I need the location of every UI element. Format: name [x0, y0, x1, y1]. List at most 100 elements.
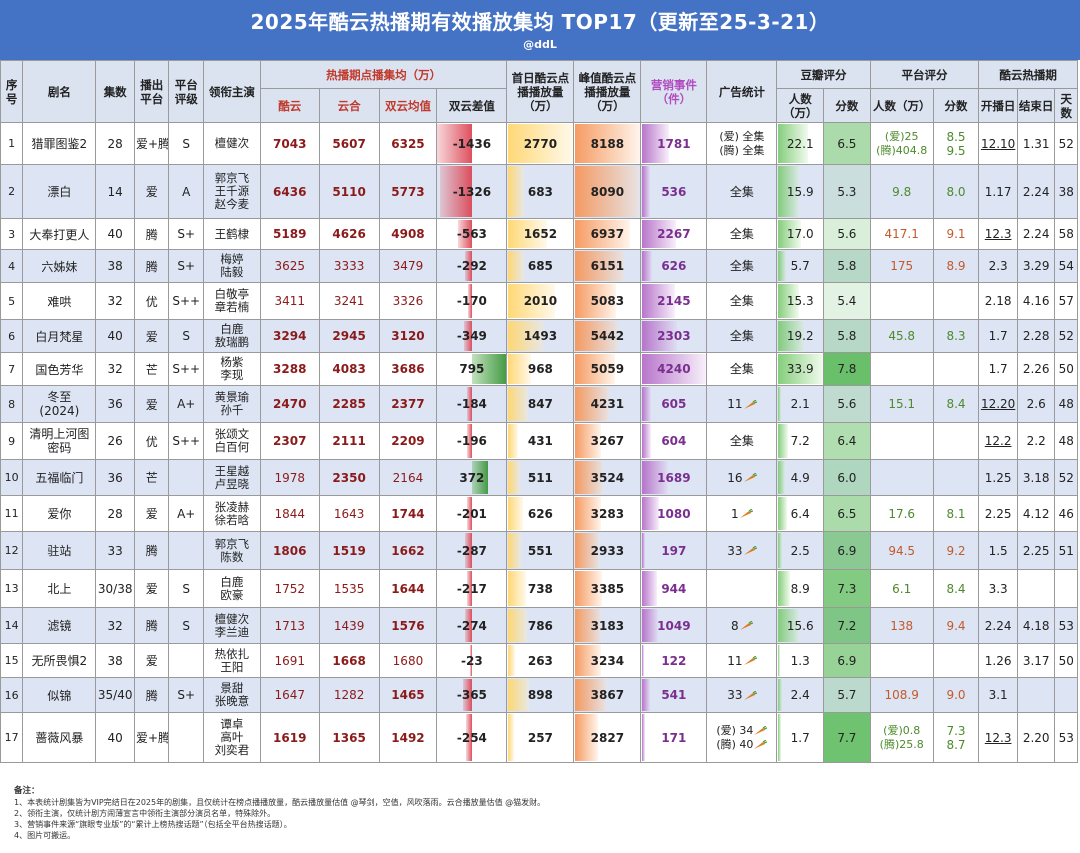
douban-people-value: 15.3	[786, 294, 814, 308]
cell-yunhe: 4083	[318, 352, 380, 386]
douban-people-bar	[778, 166, 800, 217]
cell-episodes: 36	[95, 385, 135, 423]
cell-first-day: 2010	[506, 282, 575, 320]
douban-score-fill	[824, 165, 870, 218]
platform-value: 优	[145, 434, 158, 449]
douban-people-bar	[778, 497, 787, 530]
plat-people-line: 138	[890, 618, 914, 633]
cell-marketing: 944	[640, 569, 708, 608]
cell-end: 2.26	[1016, 352, 1056, 386]
plat-score-line: 9.1	[946, 227, 966, 241]
cell-yunhe: 1668	[318, 643, 380, 678]
drama-name-line: 漂白	[47, 185, 72, 199]
douban-score-fill	[824, 353, 870, 385]
cell-dual-diff: -23	[436, 643, 508, 678]
end-value: 4.16	[1022, 294, 1050, 308]
diff-bar	[469, 645, 472, 676]
start-value: 1.7	[988, 329, 1008, 343]
peak-bar	[575, 679, 606, 711]
first-day-bar	[508, 609, 527, 642]
dual-avg-value: 3326	[392, 294, 424, 308]
douban-score-fill	[824, 532, 870, 569]
cell-platform: 优	[133, 282, 170, 320]
first-day-value: 2770	[523, 136, 558, 151]
cell-platform: 腾	[133, 531, 170, 570]
dual-diff-value: -292	[456, 259, 487, 273]
peak-bar	[575, 571, 603, 606]
lead-actor-line: 张晚意	[214, 694, 250, 708]
cell-peak: 6937	[573, 218, 642, 250]
ranking-table: 序号 剧名 集数 播出平台 平台评级 领衔主演 热播期点播集均（万） 首日酷云点…	[0, 60, 1078, 763]
drama-name-line: 驻站	[47, 544, 72, 558]
platform-value: 爱	[145, 582, 158, 596]
cell-dual-diff: 372	[436, 459, 508, 496]
dual-avg-value: 1644	[391, 581, 425, 596]
ads-line: (腾) 40	[708, 738, 775, 752]
peak-bar	[575, 251, 624, 281]
diff-bar	[458, 220, 472, 248]
cell-plat-score: 9.2	[932, 531, 980, 570]
cell-plat-people: 175	[869, 249, 934, 283]
cell-plat-score	[932, 282, 980, 320]
cell-plat-people: (爱)0.8 (腾)25.8	[869, 712, 934, 763]
cell-marketing: 605	[640, 385, 708, 423]
cell-days: 50	[1054, 643, 1078, 678]
cell-kuyun: 3294	[259, 319, 320, 353]
cell-episodes: 26	[95, 422, 135, 460]
cell-douban-people: 15.9	[776, 164, 825, 219]
cell-ads: 全集	[706, 319, 778, 353]
cell-plat-people: 417.1	[869, 218, 934, 250]
cell-level: S	[168, 122, 204, 165]
cell-level: S+	[168, 249, 204, 283]
start-value: 1.7	[988, 362, 1008, 376]
cell-marketing: 536	[640, 164, 708, 219]
table-row: 2 漂白 14 爱 A 郭京飞 王千源 赵今麦 6436 5110 5773 -1326 683 8090…	[0, 164, 1078, 219]
cell-plat-people: 9.8	[869, 164, 934, 219]
douban-score-value: 7.8	[837, 362, 857, 376]
cell-name: 五福临门	[22, 459, 97, 496]
lead-actor-line: 欧豪	[220, 587, 244, 602]
lead-actor-line: 白鹿	[220, 574, 244, 589]
first-day-bar	[508, 533, 522, 568]
header-rating-level: 平台评级	[168, 60, 204, 123]
douban-people-value: 1.3	[790, 653, 810, 668]
douban-people-bar	[778, 645, 781, 676]
cell-yunhe: 1643	[318, 495, 380, 532]
days-value: 46	[1058, 506, 1074, 521]
cell-douban-score: 5.7	[823, 677, 871, 713]
first-day-value: 685	[527, 259, 553, 273]
first-day-bar	[508, 571, 526, 606]
cell-douban-score: 7.8	[823, 352, 871, 386]
cell-douban-score: 5.3	[823, 164, 871, 219]
level-value: S++	[172, 294, 201, 308]
cell-douban-people: 4.9	[776, 459, 825, 496]
level-value: S	[182, 618, 191, 633]
peak-value: 6151	[590, 259, 625, 273]
episodes-value: 40	[107, 227, 123, 241]
cell-first-day: 551	[506, 531, 575, 570]
drama-name-line: 似锦	[47, 688, 72, 703]
douban-people-value: 2.1	[790, 397, 810, 411]
page-title: 2025年酷云热播期有效播放集均 TOP17（更新至25-3-21）	[250, 10, 830, 34]
ads-line: 8	[708, 619, 775, 633]
cell-start: 12.10	[978, 122, 1018, 165]
lead-actor-line: 赵今麦	[214, 197, 250, 211]
level-value: S+	[177, 259, 196, 273]
idx-value: 3	[8, 227, 16, 241]
kuyun-value: 1806	[273, 543, 307, 558]
dual-avg-value: 3686	[391, 362, 425, 376]
cell-douban-score: 5.4	[823, 282, 871, 320]
lead-actor-line: 徐若晗	[214, 512, 250, 527]
marketing-value: 1080	[657, 506, 691, 521]
cell-plat-people: (爱)25 (腾)404.8	[869, 122, 934, 165]
dual-diff-value: -1326	[452, 184, 492, 199]
platform-value: 爱	[145, 397, 158, 412]
cell-lead: 景甜 张晚意	[202, 677, 261, 713]
cell-dual-avg: 1492	[378, 712, 438, 763]
peak-value: 3283	[590, 506, 625, 521]
header-name: 剧名	[22, 60, 97, 123]
cell-level: S+	[168, 218, 204, 250]
dual-avg-value: 1662	[391, 543, 425, 558]
plat-score-line: 9.4	[946, 618, 966, 633]
ads-line: 33	[708, 688, 775, 702]
